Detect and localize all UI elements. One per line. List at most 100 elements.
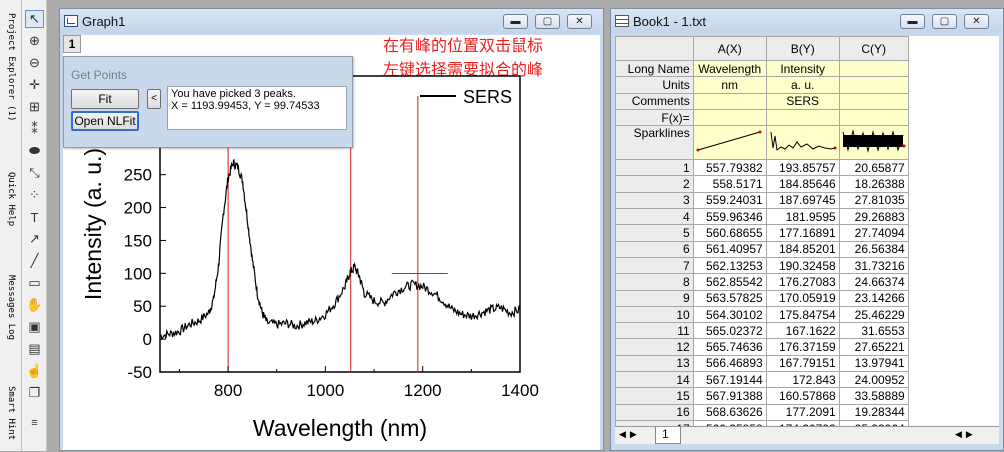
page-icon[interactable]: ▤: [28, 341, 41, 356]
data-cell[interactable]: 13.97941: [838, 354, 909, 373]
fit-button[interactable]: Fit: [71, 89, 139, 109]
data-cell[interactable]: 19.28344: [838, 403, 909, 421]
row-header[interactable]: 6: [615, 240, 694, 258]
text-icon[interactable]: T: [30, 209, 39, 225]
close-icon[interactable]: ✕: [964, 14, 989, 29]
mask-icon[interactable]: ⬬: [28, 143, 41, 158]
data-cell[interactable]: 187.69745: [765, 191, 840, 210]
data-cell[interactable]: 559.24031: [692, 191, 767, 210]
data-cell[interactable]: 563.57825: [692, 289, 767, 307]
data-cell[interactable]: 567.91388: [692, 387, 767, 405]
data-cell[interactable]: 177.16891: [765, 224, 840, 242]
data-cell[interactable]: 18.26388: [838, 175, 909, 193]
data-cell[interactable]: 24.00952: [838, 371, 909, 389]
row-header[interactable]: 15: [615, 387, 694, 405]
data-cell[interactable]: 33.58889: [838, 387, 909, 405]
row-header[interactable]: 16: [615, 403, 694, 421]
data-cell[interactable]: 565.74636: [692, 338, 767, 356]
line-icon[interactable]: ╱: [30, 253, 39, 268]
data-cell[interactable]: 177.2091: [765, 403, 840, 421]
data-cell[interactable]: 167.1622: [765, 322, 840, 340]
column-header-a[interactable]: A(X): [692, 36, 767, 61]
data-cell[interactable]: 25.93964: [838, 419, 909, 426]
screen-reader-icon[interactable]: ✛: [29, 77, 40, 92]
open-nlfit-button[interactable]: Open NLFit: [71, 111, 139, 131]
data-cell[interactable]: 176.37159: [765, 338, 840, 356]
sparkline-a[interactable]: [692, 125, 767, 161]
row-header[interactable]: 3: [615, 191, 694, 210]
region-icon[interactable]: ⁘: [29, 187, 40, 202]
row-header[interactable]: 4: [615, 208, 694, 226]
row-header[interactable]: 11: [615, 322, 694, 340]
data-cell[interactable]: 562.13253: [692, 256, 767, 275]
row-header[interactable]: 14: [615, 371, 694, 389]
data-cell[interactable]: 193.85757: [765, 159, 840, 177]
rectangle-icon[interactable]: ▭: [28, 275, 41, 290]
row-header[interactable]: 2: [615, 175, 694, 193]
data-cell[interactable]: 24.66374: [838, 273, 909, 291]
column-header-b[interactable]: B(Y): [765, 36, 840, 61]
sers-plot[interactable]: -50 0 50 100 150 200 250 800 1000 1200 1400 Wavelen…: [63, 35, 602, 452]
formula-cell[interactable]: [838, 108, 909, 127]
row-header[interactable]: 9: [615, 289, 694, 307]
minimize-icon[interactable]: ▬: [503, 14, 528, 29]
stack-icon[interactable]: ❐: [28, 385, 41, 400]
data-cell[interactable]: 561.40957: [692, 240, 767, 258]
long-name-cell[interactable]: [838, 59, 909, 78]
row-header[interactable]: 8: [615, 273, 694, 291]
tab-smart-hint[interactable]: Smart Hint: [6, 385, 16, 441]
data-cell[interactable]: 565.02372: [692, 322, 767, 340]
worksheet[interactable]: A(X) B(Y) C(Y) Long Name Wavelength Inte…: [615, 36, 999, 426]
arrow-icon[interactable]: ↗: [29, 231, 40, 246]
tab-messages-log[interactable]: Messages Log: [6, 275, 16, 341]
row-header[interactable]: 12: [615, 338, 694, 356]
comments-cell[interactable]: [838, 92, 909, 110]
data-cell[interactable]: 31.6553: [838, 322, 909, 340]
data-cell[interactable]: 175.84754: [765, 305, 840, 324]
pan-icon[interactable]: ✋: [26, 297, 43, 312]
data-cell[interactable]: 176.27083: [765, 273, 840, 291]
data-cell[interactable]: 172.843: [765, 371, 840, 389]
book-titlebar[interactable]: Book1 - 1.txt ▬ ▢ ✕: [611, 9, 1003, 33]
long-name-cell[interactable]: Wavelength: [692, 59, 767, 78]
data-cell[interactable]: 566.46893: [692, 354, 767, 373]
data-cell[interactable]: 29.26883: [838, 208, 909, 226]
data-cell[interactable]: 23.14266: [838, 289, 909, 307]
data-cell[interactable]: 567.19144: [692, 371, 767, 389]
maximize-icon[interactable]: ▢: [932, 14, 957, 29]
data-cell[interactable]: 27.81035: [838, 191, 909, 210]
zoom-out-icon[interactable]: ⊖: [29, 55, 40, 70]
row-header[interactable]: 1: [615, 159, 694, 177]
long-name-cell[interactable]: Intensity: [765, 59, 840, 78]
maximize-icon[interactable]: ▢: [535, 14, 560, 29]
units-cell[interactable]: [838, 76, 909, 94]
data-cell[interactable]: 568.63626: [692, 403, 767, 421]
comments-cell[interactable]: [692, 92, 767, 110]
pointer-icon[interactable]: ↖: [25, 10, 44, 28]
data-cell[interactable]: 170.05919: [765, 289, 840, 307]
data-cell[interactable]: 190.32458: [765, 256, 840, 275]
data-cell[interactable]: 26.56384: [838, 240, 909, 258]
sparkline-b[interactable]: [765, 125, 840, 161]
data-selector-icon[interactable]: ⁑: [31, 121, 38, 136]
units-cell[interactable]: a. u.: [765, 76, 840, 94]
formula-cell[interactable]: [692, 108, 767, 127]
comments-cell[interactable]: SERS: [765, 92, 840, 110]
close-icon[interactable]: ✕: [567, 14, 592, 29]
data-cell[interactable]: 27.65221: [838, 338, 909, 356]
formula-cell[interactable]: [765, 108, 840, 127]
tab-quick-help[interactable]: Quick Help: [6, 171, 16, 227]
row-header[interactable]: 13: [615, 354, 694, 373]
tab-project-explorer[interactable]: Project Explorer (1): [6, 12, 16, 122]
column-header-c[interactable]: C(Y): [838, 36, 909, 61]
row-header[interactable]: 5: [615, 224, 694, 242]
units-cell[interactable]: nm: [692, 76, 767, 94]
graph-titlebar[interactable]: Graph1 ▬ ▢ ✕: [60, 9, 603, 33]
tab-nav-arrows-icon[interactable]: ◀▶: [619, 429, 641, 439]
data-cell[interactable]: 559.96346: [692, 208, 767, 226]
hand-icon[interactable]: ☝: [26, 363, 43, 378]
data-cell[interactable]: 27.74094: [838, 224, 909, 242]
data-cell[interactable]: 31.73216: [838, 256, 909, 275]
layer-icon[interactable]: ▣: [28, 319, 41, 334]
row-header[interactable]: 7: [615, 256, 694, 275]
